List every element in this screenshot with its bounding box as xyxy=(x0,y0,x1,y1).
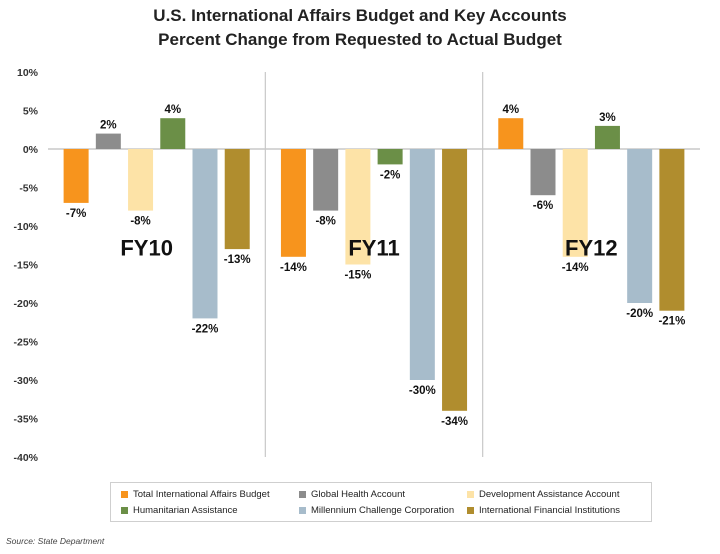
bar-value-label: -20% xyxy=(626,308,653,320)
bar xyxy=(128,149,154,211)
bar-chart: 10% 5% 0% -5% -10% -15% -20% -25% -30% -35% -40% -7… xyxy=(13,67,700,464)
bar xyxy=(562,149,588,257)
y-tick-label: -15% xyxy=(13,260,38,272)
legend-label: International Financial Institutions xyxy=(479,505,620,516)
legend-label: Humanitarian Assistance xyxy=(133,505,238,516)
bar xyxy=(530,149,556,196)
bar-value-label: -21% xyxy=(658,316,685,328)
bar xyxy=(224,149,250,250)
bar-value-label: -8% xyxy=(315,216,335,228)
legend-swatch xyxy=(467,506,474,514)
bar-value-label: -8% xyxy=(130,216,150,228)
legend-swatch xyxy=(121,490,128,498)
bar-value-label: -6% xyxy=(533,200,553,212)
bar xyxy=(377,149,403,165)
bar-value-label: -22% xyxy=(192,323,219,335)
bar xyxy=(280,149,306,257)
legend-item-total-ia: Total International Affairs Budget xyxy=(121,489,270,500)
legend-swatch xyxy=(299,490,306,498)
bar-value-label: -34% xyxy=(441,416,468,428)
legend-label: Millennium Challenge Corporation xyxy=(311,505,455,516)
bar-value-label: 3% xyxy=(599,112,616,124)
bar-value-label: -13% xyxy=(224,254,251,266)
bar-value-label: 4% xyxy=(164,104,181,116)
legend-label: Global Health Account xyxy=(311,489,406,500)
bar xyxy=(63,149,89,203)
group-label: FY11 xyxy=(348,235,399,260)
legend-swatch xyxy=(299,506,306,514)
bar-value-label: 2% xyxy=(100,120,117,132)
bar-value-label: 4% xyxy=(502,104,519,116)
y-tick-label: -10% xyxy=(13,221,38,233)
y-tick-label: -35% xyxy=(13,414,38,426)
bar xyxy=(313,149,339,211)
bar xyxy=(95,133,121,149)
legend-item-millennium: Millennium Challenge Corporation xyxy=(299,505,454,516)
source-note: Source: State Department xyxy=(6,536,105,546)
y-tick-label: -20% xyxy=(13,298,38,310)
bar xyxy=(498,118,524,149)
legend-item-global-health: Global Health Account xyxy=(299,489,405,500)
legend-label: Development Assistance Account xyxy=(479,489,620,500)
bar-value-label: -7% xyxy=(66,208,86,220)
y-tick-label: -25% xyxy=(13,337,38,349)
legend-item-ifi: International Financial Institutions xyxy=(467,505,620,516)
legend-label: Total International Affairs Budget xyxy=(133,489,270,500)
bar-value-label: -14% xyxy=(280,262,307,274)
legend-swatch xyxy=(121,506,128,514)
legend-swatch xyxy=(467,490,474,498)
group-label: FY10 xyxy=(120,235,173,260)
y-tick-label: -40% xyxy=(13,452,38,464)
legend-item-humanitarian: Humanitarian Assistance xyxy=(121,505,238,516)
bar xyxy=(627,149,653,303)
chart-title: U.S. International Affairs Budget and Ke… xyxy=(153,6,567,25)
bar-value-label: -2% xyxy=(380,169,400,181)
bar-value-label: -15% xyxy=(344,270,371,282)
y-tick-label: 10% xyxy=(17,67,39,79)
chart-legend: Total International Affairs Budget Globa… xyxy=(110,482,652,522)
y-tick-label: 5% xyxy=(23,106,39,118)
bar xyxy=(160,118,186,149)
y-tick-label: 0% xyxy=(23,144,39,156)
group-label: FY12 xyxy=(565,235,618,260)
bar xyxy=(594,125,620,149)
chart-subtitle: Percent Change from Requested to Actual … xyxy=(158,30,562,49)
y-tick-label: -30% xyxy=(13,375,38,387)
bar-value-label: -14% xyxy=(562,262,589,274)
bar xyxy=(409,149,435,380)
legend-item-development-assistance: Development Assistance Account xyxy=(467,489,619,500)
bar xyxy=(442,149,468,411)
bar xyxy=(192,149,218,319)
bar xyxy=(659,149,685,311)
bar-value-label: -30% xyxy=(409,385,436,397)
y-tick-label: -5% xyxy=(19,183,38,195)
bar xyxy=(345,149,371,265)
